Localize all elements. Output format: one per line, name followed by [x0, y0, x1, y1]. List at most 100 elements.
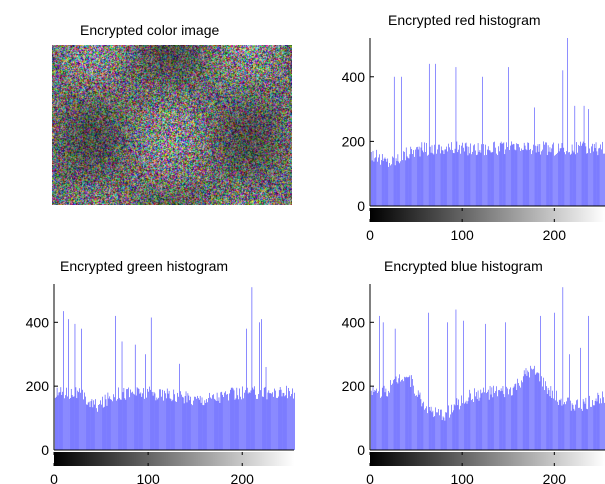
histogram-bar	[541, 151, 542, 206]
histogram-bar	[510, 387, 511, 450]
histogram-bar	[492, 397, 494, 450]
histogram-bar	[262, 396, 263, 450]
histogram-bar	[240, 396, 241, 450]
histogram-bar	[411, 375, 412, 450]
histogram-bar	[191, 404, 192, 450]
histogram-bar	[452, 412, 453, 450]
histogram-bar	[173, 389, 175, 450]
histogram-bar	[434, 416, 436, 450]
y-tick-label: 400	[26, 314, 50, 330]
histogram-bar	[203, 405, 205, 450]
histogram-bar	[405, 160, 406, 206]
histogram-bar	[131, 392, 132, 450]
histogram-bar	[401, 76, 402, 206]
histogram-bar	[579, 146, 580, 206]
histogram-bar	[202, 405, 204, 450]
histogram-bar	[524, 145, 526, 206]
histogram-bar	[195, 396, 196, 450]
histogram-bar	[568, 152, 569, 206]
histogram-bar	[215, 401, 217, 450]
histogram-bar	[104, 394, 106, 450]
histogram-bar	[490, 394, 492, 450]
histogram-bar	[117, 399, 118, 450]
histogram-bar	[182, 397, 184, 450]
y-tick-label: 200	[342, 378, 366, 394]
histogram-bar	[602, 391, 603, 450]
histogram-bar	[207, 402, 208, 450]
histogram-bar	[548, 390, 550, 450]
histogram-bar	[539, 381, 541, 450]
histogram-bar	[510, 145, 511, 206]
histogram-bar	[229, 393, 230, 450]
grayscale-colorbar	[370, 208, 605, 222]
histogram-bar	[519, 385, 520, 450]
histogram-bar	[143, 388, 144, 450]
histogram-bar	[538, 151, 540, 206]
histogram-bar	[489, 150, 491, 206]
histogram-bar	[521, 380, 522, 450]
histogram-bar	[376, 149, 377, 206]
histogram-bar	[600, 144, 601, 206]
histogram-bar	[576, 400, 577, 450]
histogram-bar	[382, 322, 384, 450]
histogram-bar	[161, 396, 162, 450]
histogram-bar	[568, 397, 569, 450]
histogram-bar	[64, 398, 65, 450]
histogram-bar	[129, 397, 130, 450]
histogram-bar	[485, 323, 486, 450]
histogram-bar	[536, 372, 538, 450]
histogram-bar	[482, 392, 483, 450]
histogram-bar	[375, 157, 377, 206]
histogram-bar	[190, 396, 191, 450]
histogram-bar	[157, 399, 159, 450]
histogram-bar	[381, 160, 382, 206]
histogram-bar	[219, 402, 221, 450]
histogram-bar	[123, 387, 125, 450]
histogram-bar	[231, 387, 233, 450]
histogram-bar	[96, 408, 97, 450]
histogram-bar	[241, 399, 242, 450]
histogram-bar	[573, 408, 575, 450]
histogram-bar	[424, 142, 425, 206]
histogram-bar	[536, 146, 538, 206]
histogram-bar	[555, 400, 556, 450]
histogram-bar	[134, 344, 136, 450]
histogram-bar	[58, 392, 60, 450]
histogram-bar	[435, 63, 436, 206]
histogram-bar	[257, 398, 258, 450]
histogram-bar	[239, 388, 240, 450]
histogram-bar	[65, 395, 66, 450]
histogram-bar	[425, 151, 426, 206]
histogram-bar	[455, 309, 457, 450]
histogram-bar	[593, 405, 595, 450]
histogram-bar	[381, 396, 382, 450]
histogram-bar	[503, 394, 505, 450]
histogram-bar	[427, 413, 428, 450]
histogram-bar	[570, 410, 572, 450]
histogram-bar	[534, 145, 536, 206]
histogram-bar	[221, 391, 223, 450]
histogram-bar	[424, 409, 425, 450]
histogram-bar	[562, 287, 564, 450]
histogram-bar	[486, 154, 487, 206]
histogram-bar	[489, 385, 491, 450]
histogram-bar	[70, 397, 71, 450]
histogram-bar	[483, 144, 484, 206]
histogram-bar	[558, 404, 559, 450]
histogram-bar	[158, 397, 159, 450]
histogram-bar	[593, 144, 595, 206]
histogram-bar	[126, 389, 127, 450]
histogram-bar	[593, 151, 594, 206]
histogram-bar	[384, 392, 386, 450]
histogram-bar	[392, 383, 393, 450]
histogram-bar	[250, 390, 252, 450]
histogram-bar	[558, 151, 560, 206]
histogram-bar	[490, 152, 492, 206]
histogram-bar	[385, 158, 387, 206]
histogram-bar	[540, 154, 541, 206]
histogram-bar	[592, 143, 593, 206]
histogram-bar	[531, 368, 532, 450]
histogram-bar	[551, 397, 553, 450]
histogram-bar	[77, 390, 79, 450]
histogram-bar	[418, 394, 420, 450]
